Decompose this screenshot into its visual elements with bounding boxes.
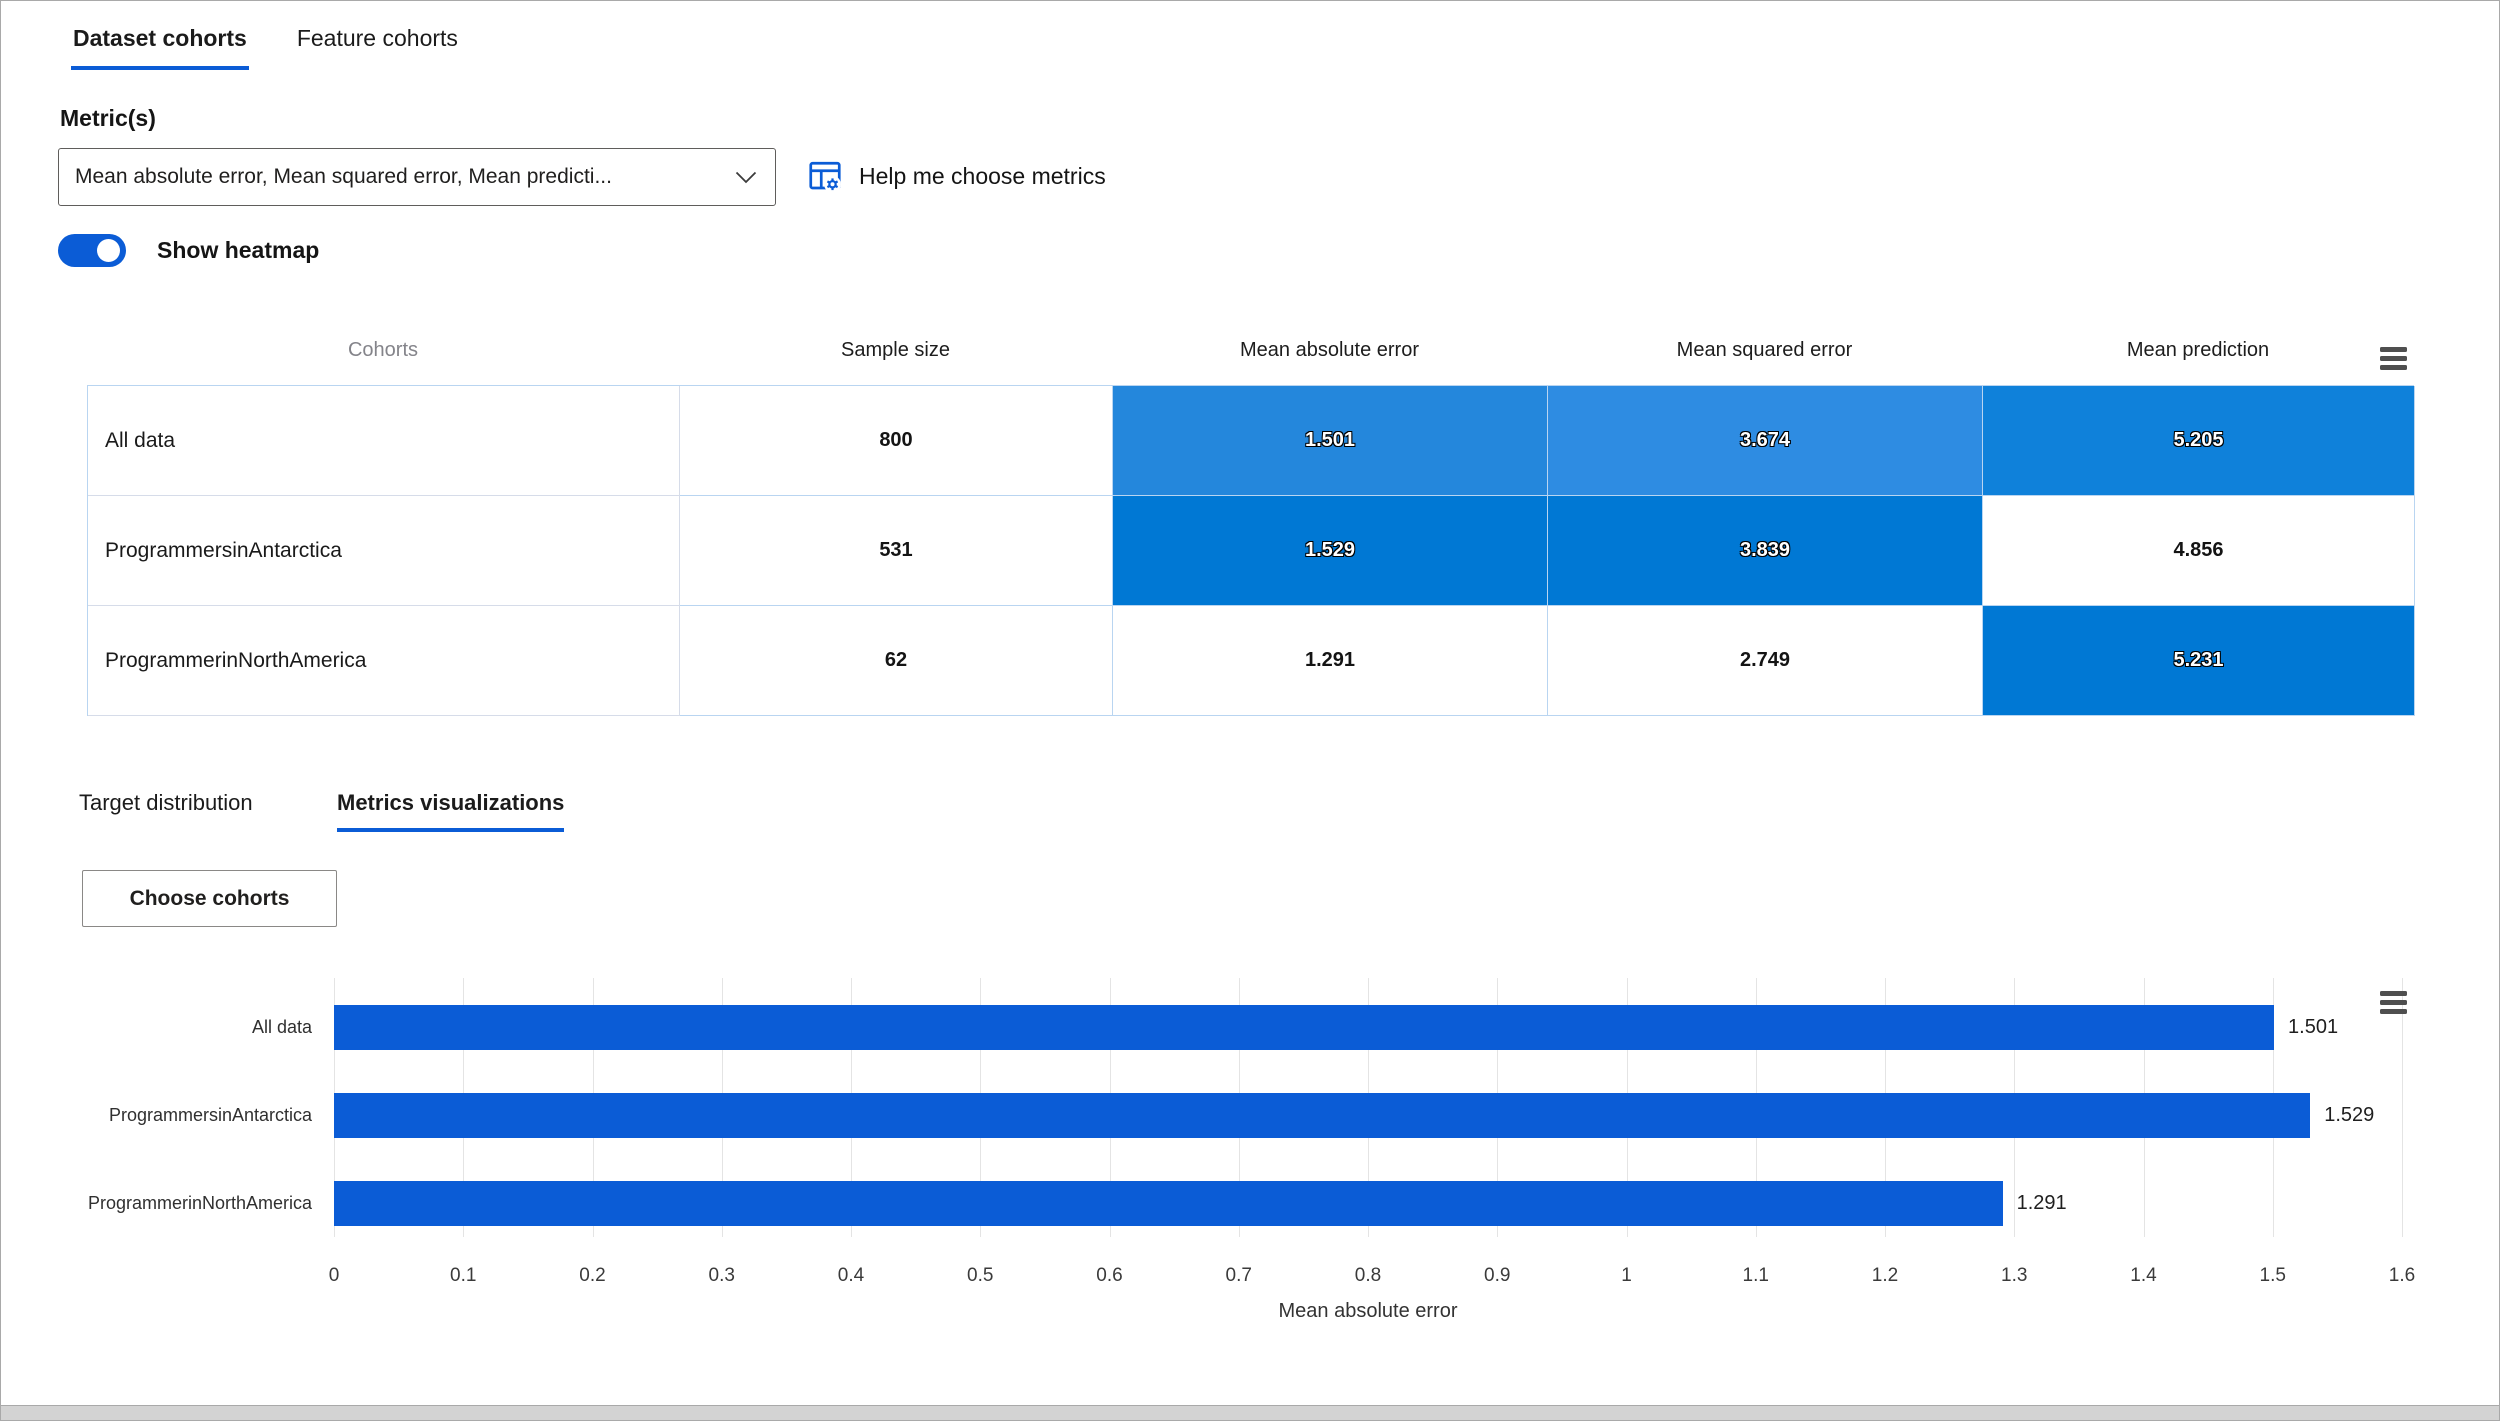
bar[interactable]: [334, 1005, 2275, 1050]
table-cell-metric[interactable]: 2.749: [1548, 606, 1983, 716]
x-tick-label: 0.1: [450, 1265, 477, 1286]
table-row-cohort-name: ProgrammerinNorthAmerica: [88, 606, 680, 716]
table-row-cohort-name: All data: [88, 386, 680, 496]
x-tick-label: 1.5: [2259, 1265, 2286, 1286]
x-tick-label: 0.4: [837, 1265, 865, 1286]
tab-target-distribution[interactable]: Target distribution: [79, 790, 253, 815]
x-tick-label: 0.8: [1354, 1265, 1382, 1286]
column-header-mean-prediction: Mean prediction: [2126, 339, 2270, 361]
x-tick-label: 0.9: [1484, 1265, 1511, 1286]
gridline: [2402, 978, 2403, 1237]
x-tick-label: 0.5: [967, 1265, 994, 1286]
x-tick-label: 1.4: [2130, 1265, 2157, 1286]
help-me-choose-metrics-label: Help me choose metrics: [859, 162, 1106, 189]
bar-value-label: 1.501: [2288, 1016, 2339, 1038]
table-cell-metric[interactable]: 1.291: [1113, 606, 1548, 716]
metrics-dropdown[interactable]: Mean absolute error, Mean squared error,…: [58, 148, 776, 206]
bar[interactable]: [334, 1181, 2003, 1226]
bar-value-label: 1.529: [2324, 1104, 2375, 1126]
x-tick-label: 0.2: [579, 1265, 606, 1286]
x-tick-label: 1: [1621, 1265, 1632, 1286]
bar[interactable]: [334, 1093, 2311, 1138]
tab-dataset-cohorts[interactable]: Dataset cohorts: [71, 23, 249, 70]
x-tick-label: 0.7: [1225, 1265, 1252, 1286]
tab-feature-cohorts[interactable]: Feature cohorts: [296, 25, 458, 51]
metrics-bar-chart: 0 0.1 0.2 0.3 0.4 0.5 0.6 0.7 0.8 0.9 1 1.1 1.2 1.3 1.…: [86, 976, 2416, 1336]
chart-menu-icon[interactable]: [2380, 991, 2407, 1014]
x-tick-label: 0: [328, 1265, 340, 1286]
bottom-strip: [1, 1405, 2499, 1420]
x-tick-label: 1.6: [2388, 1265, 2416, 1286]
table-cell-sample-size: 800: [680, 386, 1113, 496]
table-cell-metric[interactable]: 1.529: [1113, 496, 1548, 606]
column-header-cohorts: Cohorts: [347, 339, 419, 361]
table-cell-metric[interactable]: 3.674: [1548, 386, 1983, 496]
bar-category-label: All data: [251, 1017, 312, 1037]
choose-cohorts-button[interactable]: Choose cohorts: [82, 870, 337, 927]
table-cell-metric[interactable]: 1.501: [1113, 386, 1548, 496]
primary-tab-bar: Dataset cohorts Feature cohorts: [71, 23, 460, 70]
show-heatmap-label: Show heatmap: [157, 237, 320, 263]
x-tick-label: 1.1: [1742, 1265, 1769, 1286]
cohort-metrics-table: All data 800 1.501 3.674 5.205 Programme…: [87, 385, 2415, 716]
table-cell-metric[interactable]: 5.205: [1983, 386, 2415, 496]
toggle-knob: [97, 239, 120, 262]
table-cell-metric[interactable]: 3.839: [1548, 496, 1983, 606]
column-header-mean-absolute-error: Mean absolute error: [1240, 339, 1419, 361]
chart-plot-area: 0 0.1 0.2 0.3 0.4 0.5 0.6 0.7 0.8 0.9 1 1.1 1.2 1.3 1.…: [329, 978, 2415, 1286]
x-tick-label: 0.3: [708, 1265, 735, 1286]
table-settings-icon: [807, 158, 843, 194]
table-cell-sample-size: 62: [680, 606, 1113, 716]
show-heatmap-toggle[interactable]: [58, 234, 126, 267]
column-header-sample-size: Sample size: [841, 339, 950, 361]
chevron-down-icon: [735, 171, 757, 184]
x-tick-label: 1.2: [1871, 1265, 1899, 1286]
bar-category-label: ProgrammerinNorthAmerica: [87, 1193, 312, 1213]
bar-value-label: 1.291: [2016, 1192, 2067, 1214]
tab-metrics-visualizations[interactable]: Metrics visualizations: [337, 790, 565, 832]
x-tick-label: 1.3: [2001, 1265, 2028, 1286]
metrics-label: Metric(s): [60, 105, 156, 131]
column-header-mean-squared-error: Mean squared error: [1676, 339, 1853, 361]
bar-category-label: ProgrammersinAntarctica: [108, 1105, 312, 1125]
metrics-dropdown-value: Mean absolute error, Mean squared error,…: [75, 165, 612, 188]
table-cell-metric[interactable]: 5.231: [1983, 606, 2415, 716]
table-cell-sample-size: 531: [680, 496, 1113, 606]
x-tick-label: 0.6: [1096, 1265, 1123, 1286]
table-row-cohort-name: ProgrammersinAntarctica: [88, 496, 680, 606]
table-menu-icon[interactable]: [2380, 347, 2407, 370]
help-me-choose-metrics-link[interactable]: Help me choose metrics: [807, 158, 1106, 194]
table-cell-metric[interactable]: 4.856: [1983, 496, 2415, 606]
chart-x-axis-title: Mean absolute error: [1278, 1300, 1458, 1322]
